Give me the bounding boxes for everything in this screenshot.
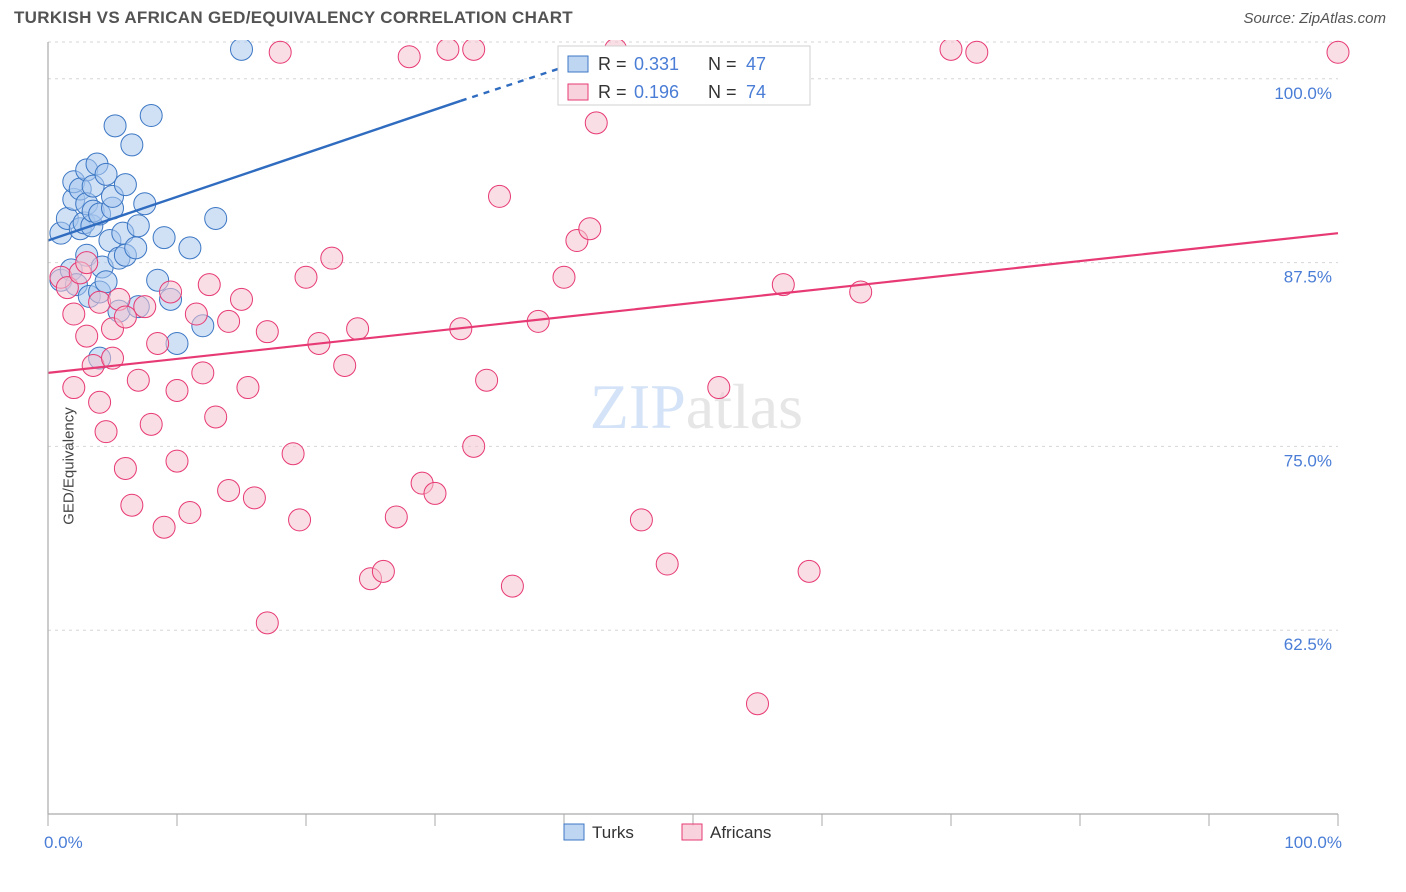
data-point-africans: [501, 575, 523, 597]
stats-legend-box: [558, 46, 810, 105]
correlation-scatter-chart: ZIPatlas 62.5% 75.0% 87.5% 100.0% 0.0% 100.0% R…: [0, 40, 1406, 892]
data-point-africans: [63, 303, 85, 325]
data-point-africans: [205, 406, 227, 428]
chart-title: TURKISH VS AFRICAN GED/EQUIVALENCY CORRE…: [14, 8, 573, 28]
y-axis-label: GED/Equivalency: [60, 407, 77, 525]
data-point-africans: [198, 274, 220, 296]
data-point-africans: [1327, 41, 1349, 63]
data-point-africans: [192, 362, 214, 384]
data-point-africans: [166, 380, 188, 402]
data-point-africans: [372, 560, 394, 582]
stats-r-value: 0.331: [634, 54, 679, 74]
data-point-africans: [185, 303, 207, 325]
data-point-africans: [269, 41, 291, 63]
stats-n-value: 74: [746, 82, 766, 102]
chart-source: Source: ZipAtlas.com: [1243, 10, 1386, 27]
legend-label-africans: Africans: [710, 823, 771, 842]
data-point-africans: [553, 266, 575, 288]
data-point-africans: [243, 487, 265, 509]
data-point-turks: [121, 134, 143, 156]
data-point-africans: [476, 369, 498, 391]
data-point-africans: [89, 391, 111, 413]
data-point-africans: [747, 693, 769, 715]
data-point-africans: [76, 325, 98, 347]
stats-n-label: N =: [708, 54, 737, 74]
data-point-turks: [127, 215, 149, 237]
data-point-africans: [166, 450, 188, 472]
trend-line-turks-extrapolated: [461, 67, 564, 101]
legend-swatch-africans: [682, 824, 702, 840]
data-point-africans: [114, 457, 136, 479]
data-point-turks: [179, 237, 201, 259]
data-point-africans: [153, 516, 175, 538]
watermark: ZIPatlas: [590, 371, 803, 442]
data-point-africans: [95, 421, 117, 443]
data-point-africans: [798, 560, 820, 582]
stats-r-label: R =: [598, 54, 627, 74]
data-point-africans: [489, 185, 511, 207]
data-point-africans: [237, 377, 259, 399]
data-point-africans: [334, 355, 356, 377]
data-point-turks: [104, 115, 126, 137]
data-point-africans: [347, 318, 369, 340]
data-point-africans: [437, 40, 459, 60]
data-point-turks: [114, 174, 136, 196]
stats-n-label: N =: [708, 82, 737, 102]
stats-n-value: 47: [746, 54, 766, 74]
data-point-africans: [121, 494, 143, 516]
data-point-africans: [966, 41, 988, 63]
data-point-turks: [166, 332, 188, 354]
data-point-africans: [385, 506, 407, 528]
data-point-africans: [218, 310, 240, 332]
data-point-africans: [295, 266, 317, 288]
data-point-africans: [76, 252, 98, 274]
data-point-africans: [89, 291, 111, 313]
data-point-africans: [147, 332, 169, 354]
data-point-africans: [114, 306, 136, 328]
data-point-africans: [256, 321, 278, 343]
data-point-africans: [218, 479, 240, 501]
data-point-turks: [231, 40, 253, 60]
data-point-africans: [579, 218, 601, 240]
data-point-africans: [140, 413, 162, 435]
legend-label-turks: Turks: [592, 823, 634, 842]
data-point-africans: [282, 443, 304, 465]
data-point-africans: [463, 435, 485, 457]
y-tick-label: 100.0%: [1274, 84, 1332, 103]
stats-swatch-africans: [568, 84, 588, 100]
y-tick-label: 87.5%: [1284, 268, 1332, 287]
data-point-africans: [585, 112, 607, 134]
data-point-turks: [153, 227, 175, 249]
data-point-africans: [940, 40, 962, 60]
data-point-turks: [205, 207, 227, 229]
data-point-africans: [656, 553, 678, 575]
data-point-africans: [630, 509, 652, 531]
data-point-africans: [256, 612, 278, 634]
data-point-turks: [95, 163, 117, 185]
data-point-africans: [63, 377, 85, 399]
x-axis-max-label: 100.0%: [1284, 833, 1342, 852]
data-point-africans: [398, 46, 420, 68]
y-tick-label: 75.0%: [1284, 451, 1332, 470]
data-point-africans: [160, 281, 182, 303]
data-point-africans: [463, 40, 485, 60]
data-point-africans: [321, 247, 343, 269]
y-tick-label: 62.5%: [1284, 635, 1332, 654]
data-point-africans: [231, 288, 253, 310]
legend-swatch-turks: [564, 824, 584, 840]
data-point-turks: [125, 237, 147, 259]
stats-r-value: 0.196: [634, 82, 679, 102]
stats-r-label: R =: [598, 82, 627, 102]
stats-swatch-turks: [568, 56, 588, 72]
data-point-africans: [134, 296, 156, 318]
data-point-africans: [127, 369, 149, 391]
data-point-turks: [140, 105, 162, 127]
data-point-africans: [289, 509, 311, 531]
x-axis-min-label: 0.0%: [44, 833, 83, 852]
data-point-africans: [424, 482, 446, 504]
data-point-africans: [179, 502, 201, 524]
data-point-africans: [708, 377, 730, 399]
chart-container: GED/Equivalency ZIPatlas 62.5% 75.0% 87.5% 1…: [0, 40, 1406, 892]
data-point-africans: [82, 355, 104, 377]
